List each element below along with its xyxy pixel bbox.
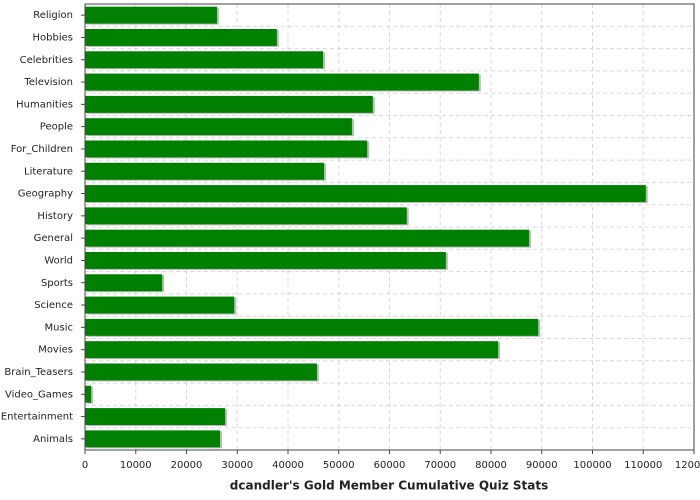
x-tick-label: 20000 xyxy=(171,460,203,471)
y-tick-label: Music xyxy=(45,322,73,333)
bar xyxy=(85,363,317,381)
y-tick-label: Sports xyxy=(41,278,73,289)
y-tick-label: General xyxy=(34,233,73,244)
y-tick-label: People xyxy=(40,122,73,133)
y-tick-label: Movies xyxy=(38,345,73,356)
x-tick-label: 40000 xyxy=(272,460,304,471)
y-tick-label: Religion xyxy=(33,10,73,21)
bar xyxy=(85,385,92,403)
y-tick-label: Television xyxy=(23,77,73,88)
x-tick-label: 90000 xyxy=(526,460,558,471)
plot-frame xyxy=(84,3,695,451)
y-tick-label: Brain_Teasers xyxy=(4,367,73,378)
bar xyxy=(85,6,217,24)
x-tick-label: 0 xyxy=(82,460,88,471)
y-tick-label: Literature xyxy=(24,166,73,177)
bar xyxy=(85,118,352,136)
x-tick-label: 30000 xyxy=(221,460,253,471)
bar xyxy=(85,229,530,247)
bar xyxy=(85,274,163,292)
y-tick-label: Geography xyxy=(18,189,73,200)
bar xyxy=(85,430,220,448)
y-tick-label: History xyxy=(37,211,73,222)
y-tick-label: Video_Games xyxy=(5,389,73,400)
bar xyxy=(85,140,368,158)
y-tick-label: Humanities xyxy=(16,99,73,110)
x-tick-label: 80000 xyxy=(475,460,507,471)
bar xyxy=(85,251,446,269)
y-tick-label: Celebrities xyxy=(20,55,73,66)
bar xyxy=(85,51,324,69)
bar xyxy=(85,296,235,314)
bar xyxy=(85,318,539,336)
bar xyxy=(85,207,407,225)
chart-title: dcandler's Gold Member Cumulative Quiz S… xyxy=(230,479,548,493)
y-tick-label: Hobbies xyxy=(33,32,73,43)
y-tick-label: Science xyxy=(34,300,73,311)
x-tick-label: 110000 xyxy=(624,460,662,471)
bar xyxy=(85,73,479,91)
bar xyxy=(85,162,325,180)
x-tick-label: 10000 xyxy=(120,460,152,471)
x-tick-label: 60000 xyxy=(374,460,406,471)
bar xyxy=(85,408,226,426)
y-tick-label: Entertainment xyxy=(1,412,73,423)
bar xyxy=(85,28,277,46)
x-tick-label: 100000 xyxy=(573,460,611,471)
y-tick-label: For_Children xyxy=(11,144,73,155)
x-tick-label: 120000 xyxy=(675,460,700,471)
y-tick-label: World xyxy=(44,255,73,266)
bar xyxy=(85,341,499,359)
x-tick-label: 50000 xyxy=(323,460,355,471)
bar xyxy=(85,95,373,113)
y-tick-label: Animals xyxy=(33,434,73,445)
x-tick-label: 70000 xyxy=(424,460,456,471)
bar xyxy=(85,185,646,203)
